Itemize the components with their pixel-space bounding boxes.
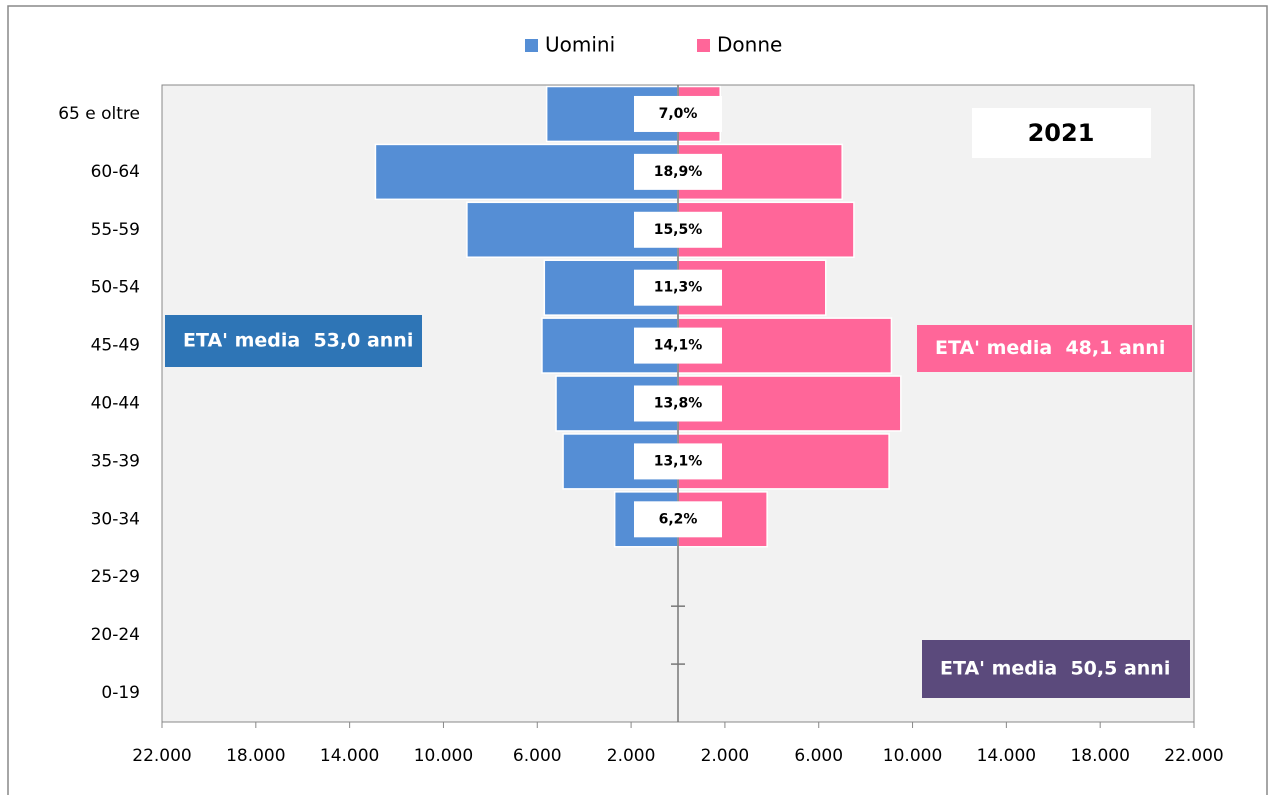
x-tick-label: 18.000: [226, 746, 285, 766]
year-label: 2021: [1028, 119, 1095, 147]
annotation-label: ETA' media 48,1 anni: [935, 337, 1165, 359]
annotation-label: ETA' media 50,5 anni: [940, 658, 1170, 680]
y-tick-label: 30-34: [91, 509, 140, 529]
legend-label: Uomini: [545, 33, 615, 57]
share-label: 18,9%: [654, 164, 703, 180]
share-box: [634, 501, 722, 538]
y-tick-label: 60-64: [91, 162, 140, 182]
share-box: [634, 211, 722, 248]
legend-swatch: [697, 39, 710, 52]
y-tick-label: 55-59: [91, 220, 140, 240]
share-label: 13,8%: [654, 396, 703, 412]
y-tick-label: 0-19: [101, 683, 140, 703]
y-tick-label: 40-44: [91, 394, 140, 414]
year-box: [972, 108, 1151, 158]
share-box: [634, 153, 722, 190]
share-box: [634, 95, 722, 132]
x-tick-label: 18.000: [1070, 746, 1129, 766]
legend-label: Donne: [717, 33, 782, 57]
annotation-box: [922, 640, 1190, 698]
share-label: 11,3%: [654, 280, 703, 296]
share-label: 6,2%: [659, 511, 698, 527]
x-tick-label: 6.000: [513, 746, 562, 766]
share-label: 15,5%: [654, 222, 703, 238]
x-tick-label: 22.000: [1164, 746, 1223, 766]
y-tick-label: 50-54: [91, 278, 140, 298]
x-tick-label: 6.000: [794, 746, 843, 766]
y-tick-label: 65 e oltre: [58, 104, 140, 124]
share-box: [634, 327, 722, 364]
x-tick-label: 10.000: [414, 746, 473, 766]
legend-swatch: [525, 39, 538, 52]
share-label: 13,1%: [654, 453, 703, 469]
x-tick-label: 14.000: [977, 746, 1036, 766]
x-tick-label: 14.000: [320, 746, 379, 766]
y-tick-label: 45-49: [91, 336, 140, 356]
share-label: 7,0%: [659, 106, 698, 122]
bar: [374, 143, 679, 201]
y-tick-label: 25-29: [91, 567, 140, 587]
share-box: [634, 269, 722, 306]
x-tick-label: 10.000: [883, 746, 942, 766]
x-tick-label: 22.000: [132, 746, 191, 766]
share-label: 14,1%: [654, 338, 703, 354]
share-box: [634, 443, 722, 480]
x-tick-label: 2.000: [701, 746, 750, 766]
y-tick-label: 35-39: [91, 451, 140, 471]
y-tick-label: 20-24: [91, 625, 140, 645]
annotation-box: [917, 325, 1192, 372]
annotation-box: [165, 315, 422, 367]
share-box: [634, 385, 722, 422]
x-tick-label: 2.000: [607, 746, 656, 766]
annotation-label: ETA' media 53,0 anni: [183, 330, 413, 352]
